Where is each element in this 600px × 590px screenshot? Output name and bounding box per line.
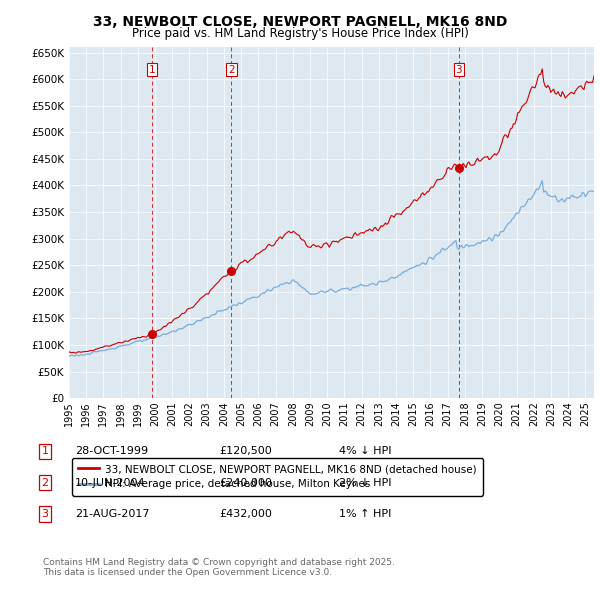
Text: 10-JUN-2004: 10-JUN-2004: [75, 478, 146, 487]
Text: 4% ↓ HPI: 4% ↓ HPI: [339, 447, 391, 456]
Text: 3: 3: [455, 64, 462, 74]
Text: Contains HM Land Registry data © Crown copyright and database right 2025.
This d: Contains HM Land Registry data © Crown c…: [43, 558, 395, 577]
Text: 33, NEWBOLT CLOSE, NEWPORT PAGNELL, MK16 8ND: 33, NEWBOLT CLOSE, NEWPORT PAGNELL, MK16…: [93, 15, 507, 29]
Text: 2: 2: [41, 478, 49, 487]
Legend: 33, NEWBOLT CLOSE, NEWPORT PAGNELL, MK16 8ND (detached house), HPI: Average pric: 33, NEWBOLT CLOSE, NEWPORT PAGNELL, MK16…: [71, 458, 483, 496]
Text: 21-AUG-2017: 21-AUG-2017: [75, 509, 149, 519]
Text: £120,500: £120,500: [219, 447, 272, 456]
Text: 1: 1: [41, 447, 49, 456]
Text: 3: 3: [41, 509, 49, 519]
Text: 2% ↓ HPI: 2% ↓ HPI: [339, 478, 391, 487]
Text: 1: 1: [149, 64, 155, 74]
Text: 1% ↑ HPI: 1% ↑ HPI: [339, 509, 391, 519]
Text: £432,000: £432,000: [219, 509, 272, 519]
Text: £240,000: £240,000: [219, 478, 272, 487]
Text: 28-OCT-1999: 28-OCT-1999: [75, 447, 148, 456]
Text: Price paid vs. HM Land Registry's House Price Index (HPI): Price paid vs. HM Land Registry's House …: [131, 27, 469, 40]
Text: 2: 2: [228, 64, 235, 74]
